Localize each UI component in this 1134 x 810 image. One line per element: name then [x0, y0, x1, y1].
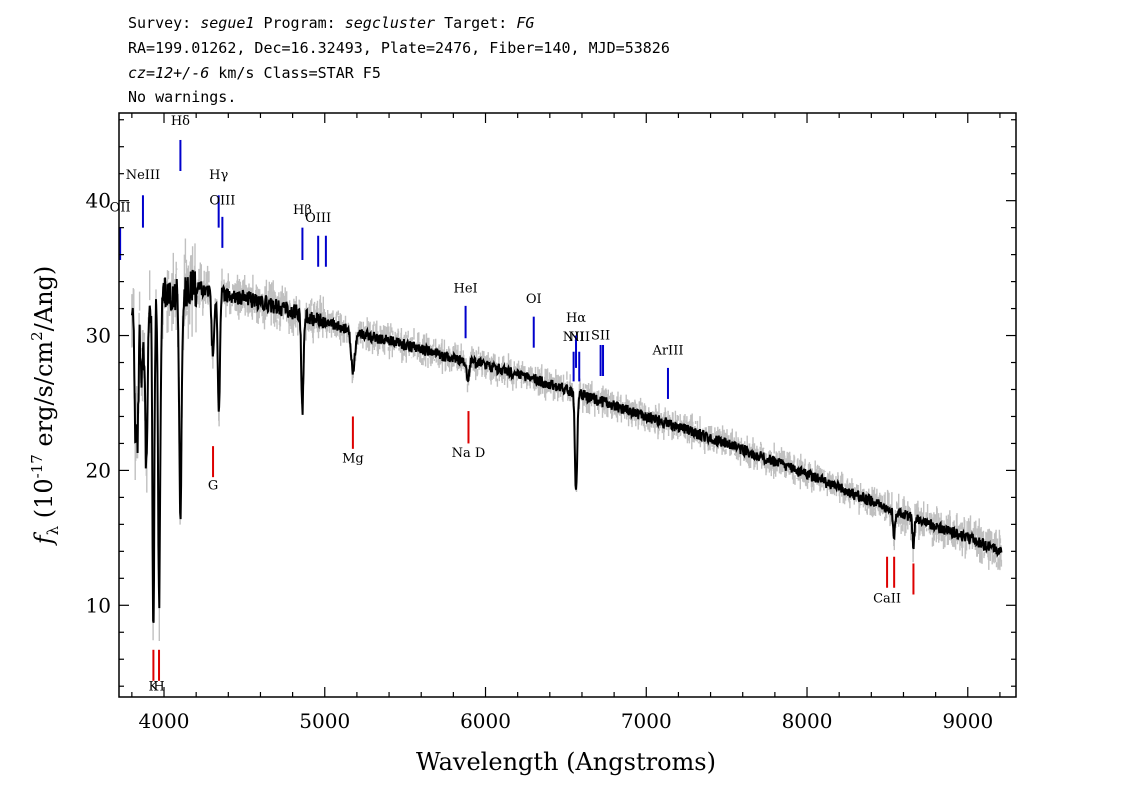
flux-line — [130, 269, 1003, 624]
plot-axes: 4000 5000 6000 7000 8000 9000 10 20 30 40 — [86, 112, 1017, 733]
absorption-line-label-0: K — [149, 679, 159, 694]
x-tick-label: 6000 — [460, 709, 511, 733]
x-tick-label: 7000 — [621, 709, 672, 733]
spectrum-header: Survey: segue1 Program: segcluster Targe… — [128, 14, 670, 106]
emission-line-label-4: OIII — [209, 194, 235, 209]
absorption-line-label-5: CaII — [873, 592, 901, 607]
absorption-line-label-2: G — [208, 478, 218, 493]
y-tick-label: 20 — [86, 458, 111, 482]
emission-line-label-11: Hα — [566, 311, 586, 326]
absorption-line-label-4: Na D — [452, 446, 486, 461]
emission-line-label-2: Hδ — [171, 114, 190, 129]
y-tick-label: 10 — [86, 593, 111, 617]
emission-line-label-8: HeI — [453, 281, 477, 296]
emission-line-label-13: SII — [591, 329, 610, 344]
emission-line-label-1: NeIII — [126, 168, 160, 183]
x-tick-label: 4000 — [139, 709, 190, 733]
emission-line-label-15: ArIII — [651, 343, 683, 358]
y-tick-label: 40 — [86, 189, 111, 213]
header-survey-line: Survey: segue1 Program: segcluster Targe… — [128, 14, 534, 32]
y-axis-label: fλ (10-17 erg/s/cm2/Ang) — [28, 266, 62, 547]
emission-line-label-12: NII — [568, 330, 590, 345]
x-axis-label: Wavelength (Angstroms) — [416, 748, 716, 776]
y-tick-label: 30 — [86, 324, 111, 348]
emission-line-label-0: OII — [110, 200, 131, 215]
absorption-line-label-1: H — [153, 679, 164, 694]
emission-line-label-9: OI — [526, 292, 542, 307]
x-tick-label: 9000 — [942, 709, 993, 733]
plot-frame — [118, 112, 1017, 698]
emission-line-label-3: Hγ — [209, 168, 228, 183]
emission-line-label-10: NII — [563, 330, 585, 345]
flux-spectrum — [130, 269, 1003, 624]
emission-line-label-5: Hβ — [293, 203, 312, 218]
header-redshift-line: cz=12+/-6 km/s Class=STAR F5 — [128, 64, 381, 82]
x-tick-label: 5000 — [299, 709, 350, 733]
header-coordinates-line: RA=199.01262, Dec=16.32493, Plate=2476, … — [128, 39, 670, 57]
emission-line-label-6: OIII — [305, 211, 331, 226]
x-tick-label: 8000 — [782, 709, 833, 733]
absorption-line-label-3: Mg — [342, 451, 364, 466]
header-warnings-line: No warnings. — [128, 88, 236, 106]
